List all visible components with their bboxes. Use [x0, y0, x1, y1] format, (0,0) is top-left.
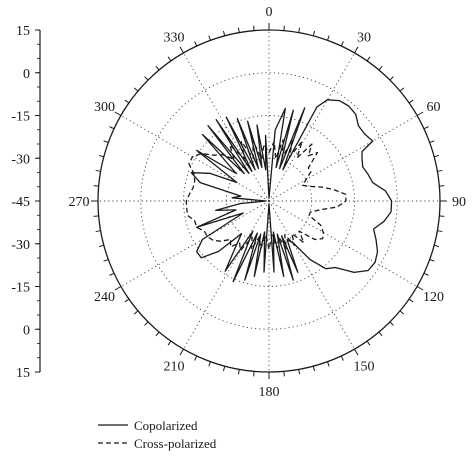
grid-spoke-300: [120, 115, 270, 202]
angle-tick-label-120: 120: [423, 290, 444, 305]
angle-tick-mark: [327, 361, 330, 367]
angle-tick-mark: [144, 321, 149, 326]
angle-tick-mark: [298, 369, 301, 375]
angle-tick-mark: [133, 87, 139, 92]
radial-tick-label-upper-1: 0: [23, 67, 30, 82]
angle-tick-mark: [114, 111, 122, 116]
angle-tick-mark: [194, 355, 198, 361]
angle-tick-mark: [378, 65, 383, 71]
angle-tick-mark: [237, 369, 240, 375]
series-copolarizedline: [190, 99, 393, 283]
angle-tick-label-150: 150: [354, 360, 375, 375]
angle-tick-mark: [144, 76, 149, 81]
angle-tick-mark: [133, 310, 139, 315]
polar-grid: [91, 23, 447, 379]
angle-tick-label-240: 240: [94, 290, 115, 305]
angle-tick-mark: [98, 154, 104, 158]
angle-tick-mark: [408, 298, 414, 303]
angle-tick-mark: [237, 27, 240, 33]
radial-tick-label-lower-1: -15: [11, 281, 30, 296]
angle-tick-label-180: 180: [259, 385, 280, 400]
grid-ring-1: [183, 115, 355, 287]
legend-label-1: Cross-polarized: [134, 436, 217, 451]
angle-tick-mark: [416, 111, 424, 116]
angle-tick-mark: [378, 331, 383, 337]
angle-tick-mark: [179, 46, 184, 54]
angle-tick-label-30: 30: [357, 30, 371, 45]
angle-tick-mark: [423, 126, 429, 130]
angle-tick-mark: [434, 244, 440, 248]
angle-tick-mark: [124, 99, 130, 104]
angle-tick-mark: [437, 169, 443, 172]
angle-tick-mark: [155, 65, 160, 71]
angle-tick-mark: [222, 366, 226, 372]
angle-tick-mark: [429, 140, 435, 143]
angle-tick-mark: [95, 230, 101, 233]
angle-tick-mark: [327, 35, 330, 41]
radial-tick-label-lower-2: 0: [23, 323, 30, 338]
angle-tick-mark: [437, 230, 443, 233]
angle-tick-mark: [167, 340, 172, 346]
angle-tick-mark: [222, 30, 226, 36]
angle-tick-label-300: 300: [94, 100, 115, 115]
angle-tick-mark: [340, 41, 344, 47]
angle-tick-mark: [298, 27, 301, 33]
angle-tick-label-60: 60: [427, 100, 441, 115]
legend: Copolarized Cross-polarized: [98, 418, 217, 451]
angle-tick-mark: [423, 272, 429, 276]
angle-tick-mark: [434, 154, 440, 158]
angle-tick-mark: [208, 361, 211, 367]
series-cross-polarizedline: [185, 139, 347, 252]
angle-tick-label-330: 330: [164, 30, 185, 45]
angle-tick-mark: [103, 259, 109, 262]
angle-tick-mark: [109, 126, 115, 130]
angle-tick-mark: [429, 259, 435, 262]
angle-tick-mark: [155, 331, 160, 337]
radial-tick-label-lower-3: 15: [16, 366, 30, 381]
radial-tick-label-lower-0: -30: [11, 238, 30, 253]
angle-tick-mark: [354, 348, 359, 356]
angle-tick-mark: [366, 56, 371, 62]
radial-axis: 15 0 -15 -30 -45 -30 -15 0 15: [11, 24, 41, 381]
radial-tick-label-upper-0: 15: [16, 24, 30, 39]
grid-ring-2: [140, 72, 398, 330]
series-layer: [185, 99, 393, 283]
legend-label-0: Copolarized: [134, 418, 198, 433]
angle-tick-mark: [95, 169, 101, 172]
angle-tick-mark: [312, 30, 316, 36]
angle-tick-mark: [340, 355, 344, 361]
angle-tick-label-90: 90: [452, 195, 466, 210]
angle-tick-mark: [389, 76, 394, 81]
angle-tick-label-270: 270: [69, 195, 90, 210]
angle-tick-mark: [103, 140, 109, 143]
angle-tick-mark: [179, 348, 184, 356]
radial-tick-label-upper-4: -45: [11, 195, 30, 210]
angle-tick-label-210: 210: [164, 360, 185, 375]
angle-tick-mark: [399, 310, 405, 315]
angle-tick-mark: [98, 244, 104, 248]
radial-tick-label-upper-2: -15: [11, 110, 30, 125]
angle-tick-mark: [399, 87, 405, 92]
angle-tick-mark: [416, 286, 424, 291]
angle-tick-mark: [366, 340, 371, 346]
angle-tick-label-0: 0: [266, 5, 273, 20]
angle-tick-mark: [124, 298, 130, 303]
angle-tick-labels: 0 30 60 90 120 150 180 210 240 270 300 330: [69, 5, 467, 400]
angle-tick-mark: [167, 56, 172, 62]
grid-spoke-210: [183, 200, 270, 350]
angle-tick-mark: [354, 46, 359, 54]
angle-tick-mark: [312, 366, 316, 372]
angle-tick-mark: [114, 286, 122, 291]
angle-tick-mark: [194, 41, 198, 47]
radial-tick-label-upper-3: -30: [11, 152, 30, 167]
angle-tick-mark: [109, 272, 115, 276]
angle-tick-mark: [389, 321, 394, 326]
angle-tick-mark: [408, 99, 414, 104]
angle-tick-mark: [208, 35, 211, 41]
